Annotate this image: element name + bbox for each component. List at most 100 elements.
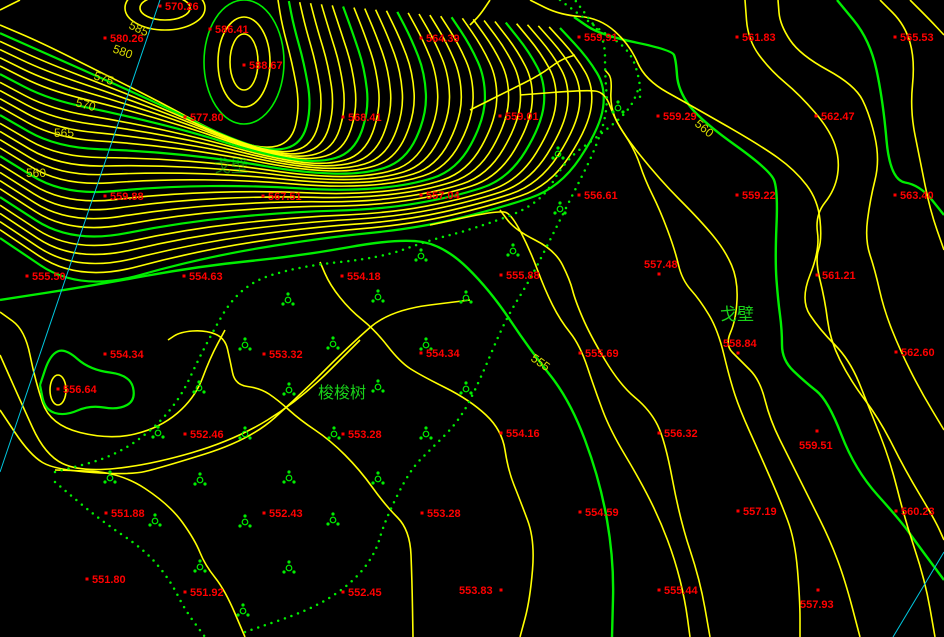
contour-line (139, 0, 191, 21)
elevation-label: 559.88 (110, 191, 144, 203)
contour-label: 555 (528, 351, 553, 374)
elevation-label: 552.45 (348, 587, 382, 599)
elevation-marker (735, 193, 739, 197)
saxaul-tree-icon (327, 426, 341, 440)
elevation-marker (736, 351, 740, 355)
saxaul-tree-icon (551, 146, 565, 160)
elevation-marker (894, 350, 898, 354)
elevation-marker (341, 432, 345, 436)
elevation-marker (420, 511, 424, 515)
contour-line (744, 0, 936, 637)
index-contour (836, 0, 944, 216)
saxaul-tree-icon (238, 337, 252, 351)
elevation-marker (577, 193, 581, 197)
contour-line (0, 0, 299, 148)
elevation-point: 557.19 (736, 506, 777, 518)
grid-line (0, 0, 161, 473)
gobi-label: 戈壁 (720, 305, 754, 325)
contour-label: 570 (74, 95, 97, 114)
contour-line (0, 9, 404, 170)
contour-line (0, 5, 357, 160)
saxaul-tree-icon (193, 472, 207, 486)
saxaul-tree-icon (282, 470, 296, 484)
elevation-marker (656, 114, 660, 118)
elevation-point: 552.45 (341, 587, 382, 599)
elevation-marker (419, 36, 423, 40)
elevation-label: 553.83 (459, 585, 493, 597)
saxaul-tree-icon (236, 603, 250, 617)
contour-line (0, 3, 334, 155)
elevation-point: 551.92 (183, 587, 224, 599)
elevation-marker (814, 114, 818, 118)
contour-line (529, 0, 944, 541)
index-contour (573, 16, 944, 581)
contour-line (0, 21, 534, 229)
saxaul-tree-icon (326, 336, 340, 350)
elevation-label: 555.88 (506, 270, 540, 282)
contour-line (777, 0, 944, 431)
saxaul-tree-icon (371, 289, 385, 303)
elevation-point: 563.40 (893, 190, 934, 202)
contour-line (167, 330, 414, 637)
elevation-label: 559.22 (742, 190, 776, 202)
contour-line (124, 0, 206, 31)
elevation-label: 559.01 (505, 111, 539, 123)
elevation-label: 562.60 (901, 347, 935, 359)
contour-line (49, 374, 67, 406)
elevation-label: 557.19 (743, 506, 777, 518)
contour-line (0, 14, 463, 184)
saxaul-tree-icon (459, 381, 473, 395)
saxaul-tree-icon (371, 379, 385, 393)
contour-line (879, 0, 944, 251)
elevation-marker (499, 588, 503, 592)
elevation-label: 586.41 (215, 24, 249, 36)
contour-label: 565 (54, 126, 74, 140)
contour-line (229, 33, 259, 91)
elevation-label: 551.92 (190, 587, 224, 599)
elevation-label: 560.23 (901, 506, 935, 518)
elevation-marker (499, 431, 503, 435)
saxaul-tree-icon (151, 425, 165, 439)
index-contour (0, 21, 546, 238)
elevation-marker (893, 193, 897, 197)
elevation-label: 555.69 (585, 348, 619, 360)
elevation-point: 557.93 (800, 588, 834, 611)
elevation-label: 567.51 (268, 191, 302, 203)
elevation-point: 557.04 (419, 190, 461, 202)
contour-line (469, 54, 576, 111)
elevation-label: 564.39 (426, 33, 460, 45)
elevation-label: 557.93 (800, 599, 834, 611)
contour-line (0, 19, 522, 220)
contour-line (319, 261, 534, 637)
elevation-marker (208, 27, 212, 31)
elevation-point: 558.84 (723, 338, 758, 355)
elevation-marker (341, 590, 345, 594)
elevation-marker (815, 273, 819, 277)
grid-line (892, 551, 944, 637)
contour-label: 580 (111, 42, 135, 62)
elevation-label: 555.44 (664, 585, 699, 597)
elevation-marker (25, 274, 29, 278)
gobi-label: 戈壁 (214, 157, 248, 177)
elevation-point: 553.83 (459, 585, 503, 597)
saxaul-tree-icon (192, 380, 206, 394)
elevation-point: 556.61 (577, 190, 618, 202)
contour-line (0, 13, 451, 181)
boundary-line (558, 0, 642, 102)
elevation-label: 565.53 (900, 32, 934, 44)
elevation-point: 565.53 (893, 32, 934, 44)
elevation-label: 552.43 (269, 508, 303, 520)
elevation-marker (657, 272, 661, 276)
elevation-point: 555.88 (499, 270, 540, 282)
saxaul-tree-icon (281, 292, 295, 306)
contour-line (0, 15, 474, 187)
elevation-label: 559.91 (584, 32, 618, 44)
elevation-point: 588.67 (242, 60, 283, 72)
elevation-marker (894, 509, 898, 513)
elevation-marker (103, 352, 107, 356)
elevation-label: 561.83 (742, 32, 776, 44)
elevation-label: 554.34 (110, 349, 145, 361)
